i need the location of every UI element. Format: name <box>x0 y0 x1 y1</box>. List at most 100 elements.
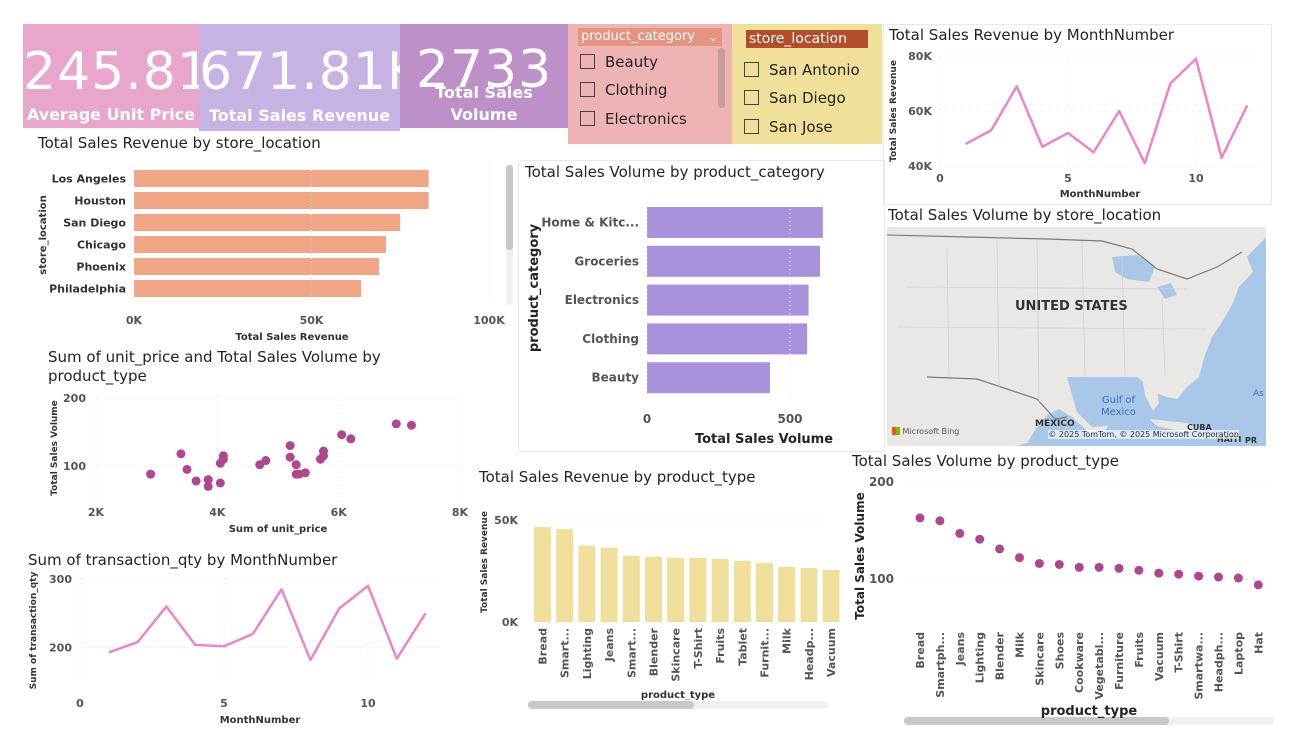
y-axis-label: Total Sales Revenue <box>480 511 490 613</box>
category-label: Houston <box>74 195 126 208</box>
data-point <box>215 478 225 488</box>
slicer-header[interactable]: product_category ⌄ <box>578 28 722 46</box>
checkbox[interactable] <box>744 62 759 77</box>
map-label-atlantic: As <box>1253 389 1264 399</box>
chart-rev-by-month: 40K 60K 80K 0 5 10 MonthNumber Total Sales Reve… <box>889 50 1260 200</box>
category-label: Vacuum <box>825 628 838 677</box>
chart-scrollbar-vertical[interactable] <box>506 165 513 305</box>
landmass <box>887 227 1266 446</box>
cuba <box>1149 419 1199 432</box>
checkbox[interactable] <box>744 119 759 134</box>
slicer-item-san-jose[interactable]: San Jose <box>744 117 833 137</box>
scrollbar-thumb[interactable] <box>506 165 513 250</box>
slicer-header[interactable]: store_location <box>746 30 868 48</box>
kpi-value: 2733 <box>415 40 553 100</box>
y-tick-label: 40K <box>908 160 932 173</box>
slicer-item-clothing[interactable]: Clothing <box>580 80 667 100</box>
slicer-item-san-diego[interactable]: San Diego <box>744 88 846 108</box>
x-axis-label: MonthNumber <box>220 715 301 726</box>
category-label: Vegetabl... <box>1093 632 1106 700</box>
data-point <box>1174 569 1184 579</box>
bar <box>689 557 707 622</box>
data-point <box>346 434 356 444</box>
y-axis-label: store_location <box>38 195 49 275</box>
slicer-item-san-antonio[interactable]: San Antonio <box>744 60 860 80</box>
data-point <box>300 468 310 478</box>
chart-title-rev-by-month: Total Sales Revenue by MonthNumber <box>889 26 1175 44</box>
kpi-label: Total Sales Revenue <box>208 106 391 125</box>
map-label-line: Mexico <box>1101 407 1136 418</box>
series-line <box>965 57 1249 165</box>
x-tick-label: 8K <box>452 506 469 519</box>
scrollbar-thumb[interactable] <box>528 701 694 709</box>
tick-label: 0K <box>126 314 143 327</box>
bar <box>134 280 362 297</box>
map-visual[interactable]: UNITED STATES Gulf of Mexico MEXICO CUBA… <box>887 227 1266 446</box>
data-point <box>915 513 925 523</box>
chart-scrollbar-horizontal[interactable] <box>528 701 828 709</box>
bar <box>778 566 796 622</box>
category-label: Phoenix <box>76 261 126 274</box>
slicer-scrollbar[interactable] <box>718 48 725 108</box>
chart-vol-by-type: 100 200 Bread Smartph... Jeans Lighting Blende… <box>853 475 1276 719</box>
data-point <box>1194 571 1204 581</box>
category-label: Blender <box>994 631 1007 680</box>
category-label: Hat <box>1252 632 1265 654</box>
plot-group: Home & Kitc... Groceries Electronics Clothi… <box>527 201 833 447</box>
map-label-pr: PR <box>1245 436 1258 445</box>
chart-scrollbar-horizontal[interactable] <box>904 717 1274 725</box>
category-label: T-Shirt <box>692 628 705 669</box>
category-label: Laptop <box>1232 632 1245 675</box>
bar <box>756 562 773 622</box>
x-axis-label: product_type <box>1041 704 1138 719</box>
map-country-label: UNITED STATES <box>1015 299 1128 314</box>
bar <box>733 560 751 622</box>
data-point <box>995 544 1005 554</box>
map-label-gulf: Gulf of Mexico <box>1101 395 1136 419</box>
category-label: T-Shirt <box>1173 632 1186 673</box>
border-us-mexico <box>926 376 1068 420</box>
map-label-mexico: MEXICO <box>1035 419 1075 429</box>
category-label: Jeans <box>603 628 616 663</box>
checkbox[interactable] <box>744 90 759 105</box>
data-point <box>975 534 985 544</box>
data-point <box>285 441 295 451</box>
bar <box>645 556 662 622</box>
chart-vol-by-category: Home & Kitc... Groceries Electronics Clothi… <box>527 201 833 447</box>
data-point <box>1034 558 1044 568</box>
bar <box>647 362 770 394</box>
slicer-item-beauty[interactable]: Beauty <box>580 52 658 72</box>
x-tick-label: 10 <box>360 697 376 710</box>
checkbox[interactable] <box>580 82 595 97</box>
bar <box>647 323 808 355</box>
category-label: Fruits <box>714 628 727 664</box>
category-label: Smartph... <box>934 632 947 698</box>
slicer-item-electronics[interactable]: Electronics <box>580 109 687 129</box>
scrollbar-thumb[interactable] <box>904 717 1169 725</box>
bar <box>647 284 809 316</box>
y-axis-label: product_category <box>527 223 542 352</box>
chart-rev-by-type: 0K 50K Bread Smart... Lighting Jeans Smart... B… <box>480 511 840 700</box>
category-label: Fruits <box>1133 632 1146 668</box>
kpi-total-sales-revenue: 671.81K Total Sales Revenue <box>199 24 421 131</box>
visual-frame-rev-by-month <box>883 24 1272 205</box>
slicer-item-label: San Diego <box>769 89 846 107</box>
chart-qty-by-month: 200 300 0 5 10 MonthNumber Sum of transaction_… <box>29 572 440 726</box>
data-point <box>176 449 186 459</box>
checkbox[interactable] <box>580 54 595 69</box>
y-axis-label: Total Sales Revenue <box>889 60 899 162</box>
x-axis-label: Sum of unit_price <box>229 524 328 535</box>
x-tick-label: 5 <box>1064 172 1072 185</box>
y-tick-label: 60K <box>908 105 932 118</box>
chart-title-rev-by-type: Total Sales Revenue by product_type <box>479 468 756 486</box>
category-label: Blender <box>648 627 661 676</box>
bar <box>822 569 840 622</box>
kpi-label: Total Sales Volume <box>435 83 533 124</box>
chevron-down-icon[interactable]: ⌄ <box>707 30 718 44</box>
slicer-title: store_location <box>749 31 847 47</box>
data-point <box>203 481 213 491</box>
tick-label: 0 <box>643 412 651 426</box>
x-axis-label: product_type <box>641 690 715 700</box>
chart-title-vol-by-category: Total Sales Volume by product_category <box>525 163 825 181</box>
checkbox[interactable] <box>580 111 595 126</box>
